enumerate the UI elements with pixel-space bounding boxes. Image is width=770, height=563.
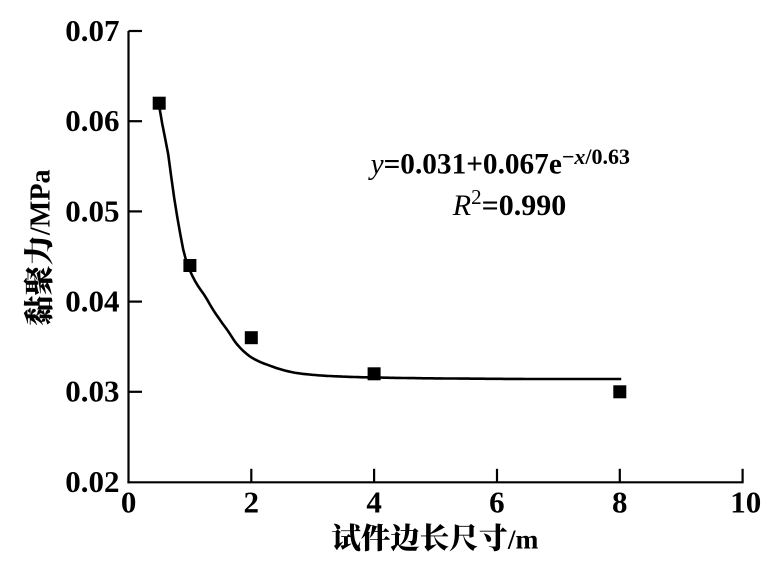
svg-text:0.06: 0.06 <box>65 103 119 138</box>
svg-text:/m: /m <box>507 524 539 555</box>
svg-text:6: 6 <box>489 484 505 519</box>
svg-text:R2=0.990: R2=0.990 <box>452 185 566 222</box>
svg-text:0.04: 0.04 <box>65 284 119 319</box>
svg-text:0: 0 <box>121 484 137 519</box>
svg-text:/MPa: /MPa <box>26 169 57 236</box>
svg-text:8: 8 <box>612 484 628 519</box>
svg-text:0.02: 0.02 <box>65 464 119 499</box>
svg-text:10: 10 <box>730 484 761 519</box>
svg-text:0.05: 0.05 <box>65 193 119 228</box>
svg-text:y=0.031+0.067e−x/0.63: y=0.031+0.067e−x/0.63 <box>368 144 630 181</box>
svg-text:0.07: 0.07 <box>65 13 119 48</box>
svg-text:4: 4 <box>366 484 382 519</box>
svg-text:2: 2 <box>244 484 260 519</box>
svg-text:0.03: 0.03 <box>65 374 119 409</box>
